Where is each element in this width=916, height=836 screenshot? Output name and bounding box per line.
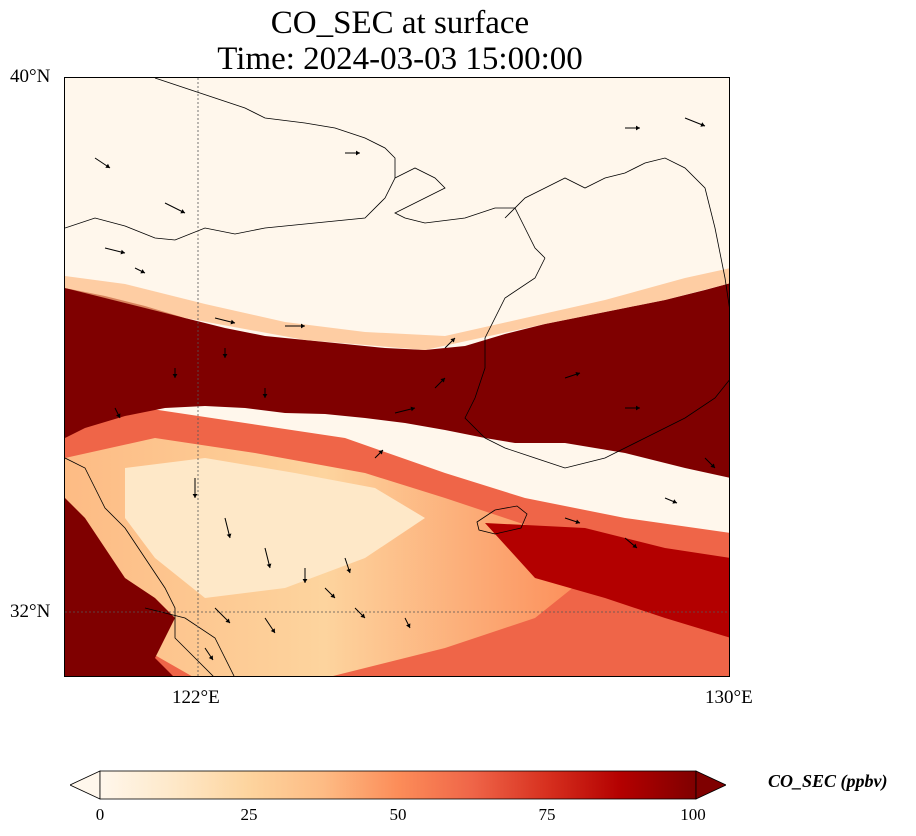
lat-tick-label-40n: 40°N — [10, 66, 51, 87]
colorbar-gradient — [99, 770, 697, 800]
wind-vector-head — [672, 499, 677, 504]
coastline-bay — [394, 167, 546, 259]
coastline-peninsula — [504, 157, 729, 308]
coastline-north — [65, 78, 396, 241]
wind-vector-head — [222, 354, 228, 358]
wind-vector-layer — [94, 117, 716, 661]
gridline-layer — [65, 78, 729, 676]
field-band-edge — [65, 268, 729, 350]
colorbar-tick-75: 75 — [538, 805, 556, 824]
lon-tick-label-122e: 122°E — [172, 687, 220, 708]
wind-vector-head — [710, 463, 715, 468]
coastline-jeju — [476, 505, 528, 535]
map-title-variable: CO_SEC at surface — [270, 5, 530, 41]
map-panel[interactable] — [64, 77, 730, 677]
colorbar-label: CO_SEC (ppbv) — [768, 771, 888, 791]
wind-vector-head — [330, 593, 335, 598]
wind-vector-head — [140, 269, 145, 274]
wind-vector-head — [410, 406, 415, 412]
wind-vector-head — [180, 209, 185, 214]
wind-vector-head — [406, 623, 411, 628]
colorbar-tick-50: 50 — [389, 805, 407, 824]
lat-tick-label-32n: 32°N — [10, 601, 51, 622]
coastline-south-china — [65, 457, 214, 676]
wind-vector-head — [225, 618, 230, 623]
colorbar-under-triangle — [70, 770, 101, 800]
wind-vector-head — [636, 405, 640, 411]
coastline-layer — [65, 78, 729, 676]
wind-vector-head — [116, 413, 121, 418]
wind-vector-head — [700, 122, 705, 127]
colorbar-tick-25: 25 — [240, 805, 258, 824]
wind-vector-head — [440, 378, 445, 383]
wind-vector-head — [172, 374, 178, 378]
wind-vector-head — [120, 249, 125, 255]
wind-vector-head — [356, 150, 360, 156]
wind-vector-head — [636, 125, 640, 131]
colorbar — [70, 770, 726, 800]
colorbar-over-triangle — [695, 770, 726, 800]
wind-vector-head — [378, 450, 383, 455]
lon-tick-label-130e: 130°E — [705, 687, 753, 708]
wind-vector-head — [575, 519, 580, 525]
field-high-band — [65, 283, 729, 478]
wind-vector-head — [360, 613, 365, 618]
wind-vector-head — [575, 371, 580, 377]
colorbar-tick-100: 100 — [680, 805, 706, 824]
wind-vector-head — [105, 163, 110, 168]
field-eastern-high — [485, 523, 729, 638]
map-canvas — [65, 78, 729, 676]
map-title-time: Time: 2024-03-03 15:00:00 — [217, 41, 583, 77]
wind-vector-head — [632, 543, 637, 548]
wind-vector-head — [346, 568, 352, 573]
colorbar-tick-0: 0 — [95, 805, 105, 824]
coastline-korea — [464, 257, 729, 469]
wind-vector-head — [192, 494, 198, 498]
wind-vector-head — [208, 655, 213, 660]
wind-vector-head — [230, 319, 235, 325]
field-low-core — [125, 458, 425, 598]
coastline-jiangsu — [144, 607, 235, 676]
wind-vector-head — [270, 628, 275, 633]
wind-vector-head — [450, 338, 455, 343]
wind-vector-head — [301, 323, 305, 329]
field-southwest-high — [65, 498, 175, 676]
wind-vector-head — [266, 563, 272, 568]
wind-vector-head — [262, 394, 268, 398]
wind-vector-head — [226, 533, 232, 538]
wind-vector-head — [302, 579, 308, 583]
